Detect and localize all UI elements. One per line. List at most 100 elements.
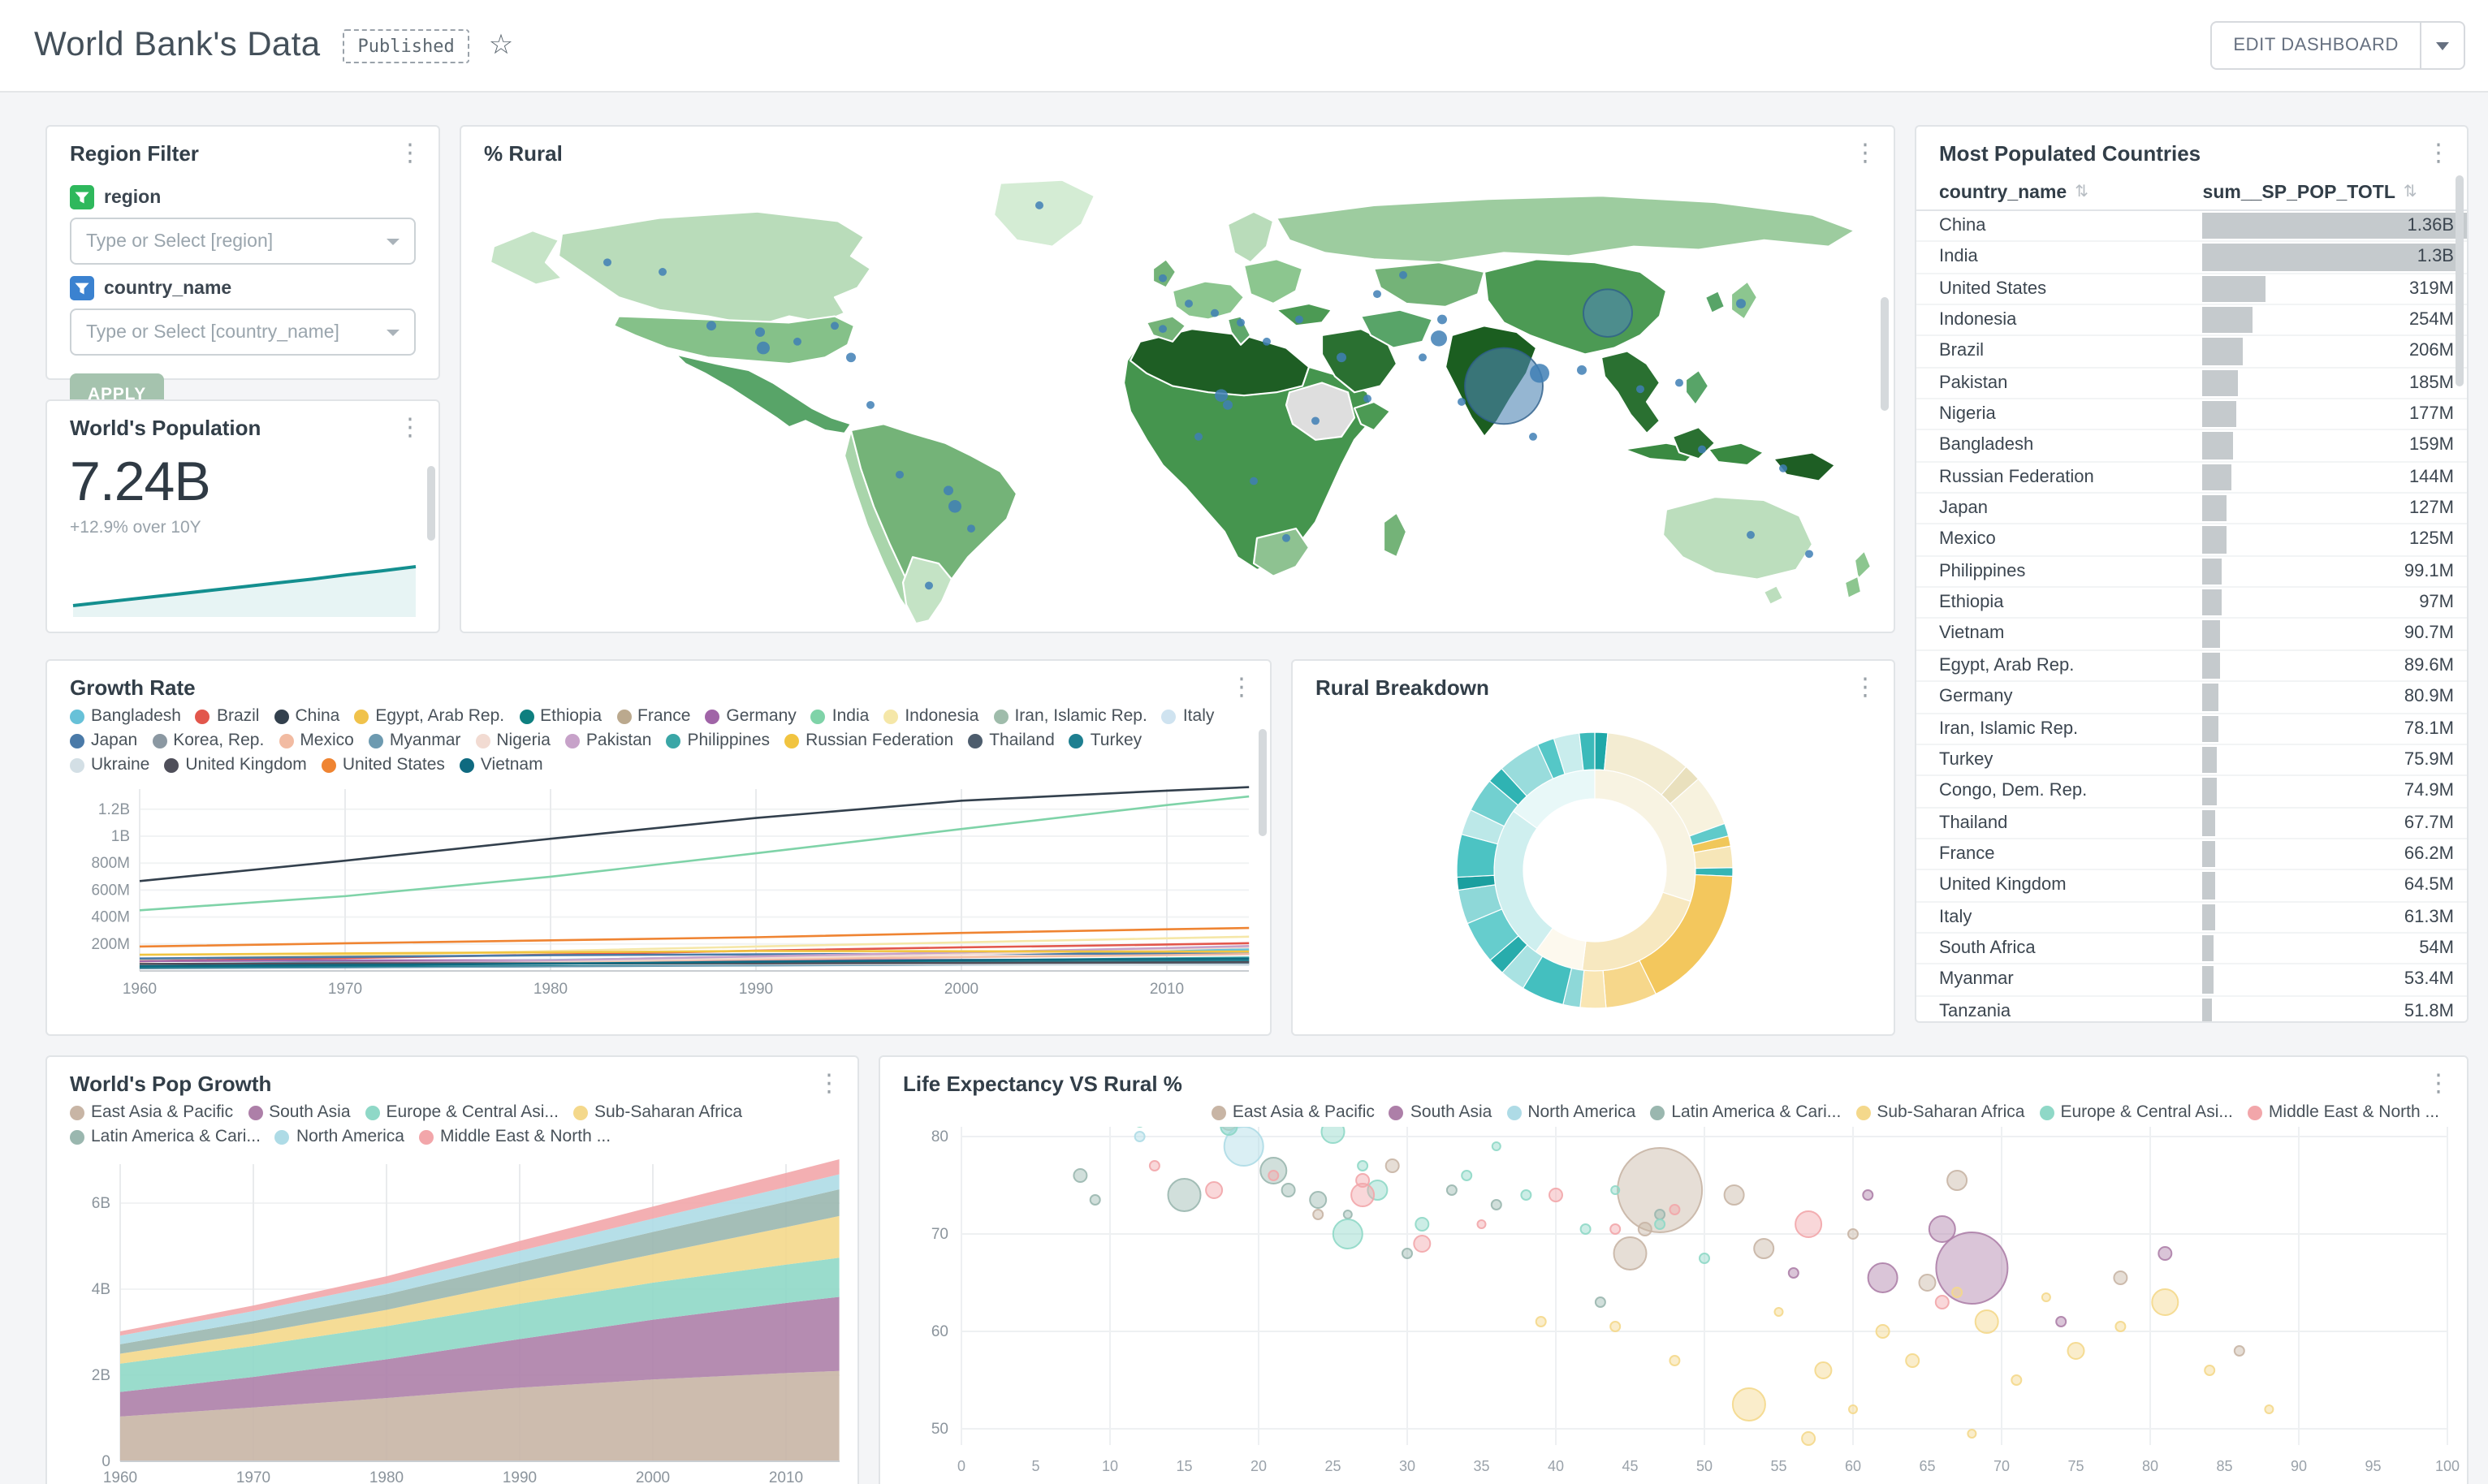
legend-item[interactable]: Korea, Rep. <box>152 731 264 750</box>
legend-label: Iran, Islamic Rep. <box>1014 706 1147 726</box>
card-menu-icon[interactable]: ⋮ <box>1229 674 1254 701</box>
legend-item[interactable]: Latin America & Cari... <box>1650 1102 1841 1122</box>
table-row[interactable]: Pakistan 185M <box>1916 368 2467 400</box>
card-menu-icon[interactable]: ⋮ <box>817 1070 841 1098</box>
svg-text:30: 30 <box>1399 1458 1415 1474</box>
card-menu-icon[interactable]: ⋮ <box>1853 140 1877 167</box>
legend-item[interactable]: Brazil <box>195 706 259 726</box>
legend-item[interactable]: Japan <box>70 731 137 750</box>
legend-item[interactable]: Egypt, Arab Rep. <box>354 706 504 726</box>
legend-item[interactable]: South Asia <box>248 1102 351 1122</box>
legend-item[interactable]: Bangladesh <box>70 706 181 726</box>
scrollbar[interactable] <box>427 466 435 541</box>
scrollbar[interactable] <box>1881 297 1889 411</box>
table-row[interactable]: United Kingdom 64.5M <box>1916 870 2467 903</box>
legend-item[interactable]: Italy <box>1161 706 1215 726</box>
legend-item[interactable]: Indonesia <box>883 706 978 726</box>
table-row[interactable]: Tanzania 51.8M <box>1916 996 2467 1021</box>
legend-item[interactable]: Vietnam <box>459 755 543 774</box>
svg-text:70: 70 <box>931 1226 948 1243</box>
table-row[interactable]: Egypt, Arab Rep. 89.6M <box>1916 651 2467 683</box>
legend-item[interactable]: France <box>616 706 690 726</box>
population-cell: 75.9M <box>2202 745 2467 775</box>
table-row[interactable]: China 1.36B <box>1916 211 2467 243</box>
card-menu-icon[interactable]: ⋮ <box>1853 674 1877 701</box>
table-row[interactable]: Thailand 67.7M <box>1916 808 2467 839</box>
legend-item[interactable]: Ethiopia <box>519 706 602 726</box>
legend-item[interactable]: Iran, Islamic Rep. <box>993 706 1147 726</box>
header-menu-button[interactable] <box>2421 21 2465 70</box>
legend-item[interactable]: United States <box>321 755 445 774</box>
legend-item[interactable]: Middle East & North ... <box>2247 1102 2439 1122</box>
published-badge[interactable]: Published <box>343 28 469 63</box>
legend-item[interactable]: Middle East & North ... <box>419 1127 611 1146</box>
legend-item[interactable]: India <box>810 706 869 726</box>
column-header-population[interactable]: sum__SP_POP_TOTL ⇅ <box>2203 183 2467 202</box>
table-row[interactable]: Germany 80.9M <box>1916 682 2467 714</box>
legend-label: Japan <box>91 731 138 750</box>
legend-item[interactable]: Russian Federation <box>784 731 953 750</box>
population-cell: 1.3B <box>2202 243 2467 273</box>
table-row[interactable]: Congo, Dem. Rep. 74.9M <box>1916 776 2467 809</box>
table-row[interactable]: Italy 61.3M <box>1916 902 2467 934</box>
scrollbar[interactable] <box>1259 729 1267 836</box>
table-row[interactable]: Brazil 206M <box>1916 337 2467 369</box>
legend-item[interactable]: Ukraine <box>70 755 149 774</box>
legend-item[interactable]: South Asia <box>1389 1102 1492 1122</box>
scrollbar[interactable] <box>2456 175 2464 386</box>
table-row[interactable]: Russian Federation 144M <box>1916 463 2467 494</box>
world-map[interactable] <box>464 170 1894 630</box>
legend-item[interactable]: Germany <box>705 706 797 726</box>
legend-item[interactable]: Mexico <box>279 731 354 750</box>
legend-item[interactable]: North America <box>1506 1102 1635 1122</box>
legend-item[interactable]: Thailand <box>968 731 1055 750</box>
country-cell: Brazil <box>1939 341 1985 361</box>
legend-item[interactable]: Philippines <box>666 731 770 750</box>
table-row[interactable]: Indonesia 254M <box>1916 305 2467 337</box>
svg-text:0: 0 <box>957 1458 965 1474</box>
country-select[interactable]: Type or Select [country_name] <box>70 308 416 356</box>
card-menu-icon[interactable]: ⋮ <box>2426 140 2451 167</box>
legend-item[interactable]: Europe & Central Asi... <box>365 1102 559 1122</box>
card-title: % Rural <box>484 141 563 166</box>
table-row[interactable]: Mexico 125M <box>1916 525 2467 557</box>
legend-item[interactable]: China <box>274 706 339 726</box>
legend-item[interactable]: East Asia & Pacific <box>70 1102 233 1122</box>
region-select[interactable]: Type or Select [region] <box>70 218 416 265</box>
table-row[interactable]: Iran, Islamic Rep. 78.1M <box>1916 714 2467 745</box>
legend-item[interactable]: Nigeria <box>475 731 551 750</box>
table-row[interactable]: Ethiopia 97M <box>1916 588 2467 619</box>
legend-item[interactable]: Myanmar <box>368 731 460 750</box>
table-row[interactable]: Turkey 75.9M <box>1916 745 2467 777</box>
column-header-country[interactable]: country_name ⇅ <box>1916 183 2203 202</box>
svg-text:2000: 2000 <box>636 1469 670 1484</box>
legend-label: Italy <box>1182 706 1215 726</box>
favorite-star-icon[interactable]: ☆ <box>488 29 514 60</box>
legend-item[interactable]: North America <box>274 1127 404 1146</box>
legend-item[interactable]: Pakistan <box>564 731 651 750</box>
table-row[interactable]: United States 319M <box>1916 274 2467 306</box>
table-row[interactable]: Japan 127M <box>1916 494 2467 525</box>
table-row[interactable]: South Africa 54M <box>1916 934 2467 965</box>
table-row[interactable]: Nigeria 177M <box>1916 399 2467 431</box>
population-bar <box>2202 307 2253 334</box>
table-row[interactable]: Bangladesh 159M <box>1916 431 2467 463</box>
growth-rate-legend: Bangladesh Brazil China Egypt, Arab Rep. Eth… <box>47 705 1270 779</box>
table-row[interactable]: France 66.2M <box>1916 839 2467 871</box>
card-menu-icon[interactable]: ⋮ <box>398 414 422 442</box>
legend-item[interactable]: Latin America & Cari... <box>70 1127 261 1146</box>
table-row[interactable]: Philippines 99.1M <box>1916 557 2467 589</box>
legend-item[interactable]: East Asia & Pacific <box>1211 1102 1375 1122</box>
legend-item[interactable]: Sub-Saharan Africa <box>1855 1102 2024 1122</box>
table-row[interactable]: Myanmar 53.4M <box>1916 965 2467 997</box>
table-row[interactable]: Vietnam 90.7M <box>1916 619 2467 651</box>
edit-dashboard-button[interactable]: EDIT DASHBOARD <box>2210 21 2421 70</box>
legend-item[interactable]: Turkey <box>1069 731 1142 750</box>
legend-item[interactable]: United Kingdom <box>164 755 307 774</box>
table-row[interactable]: India 1.3B <box>1916 243 2467 274</box>
card-menu-icon[interactable]: ⋮ <box>2426 1070 2451 1098</box>
legend-item[interactable]: Europe & Central Asi... <box>2039 1102 2233 1122</box>
card-menu-icon[interactable]: ⋮ <box>398 140 422 167</box>
legend-item[interactable]: Sub-Saharan Africa <box>572 1102 742 1122</box>
legend-label: Turkey <box>1090 731 1142 750</box>
